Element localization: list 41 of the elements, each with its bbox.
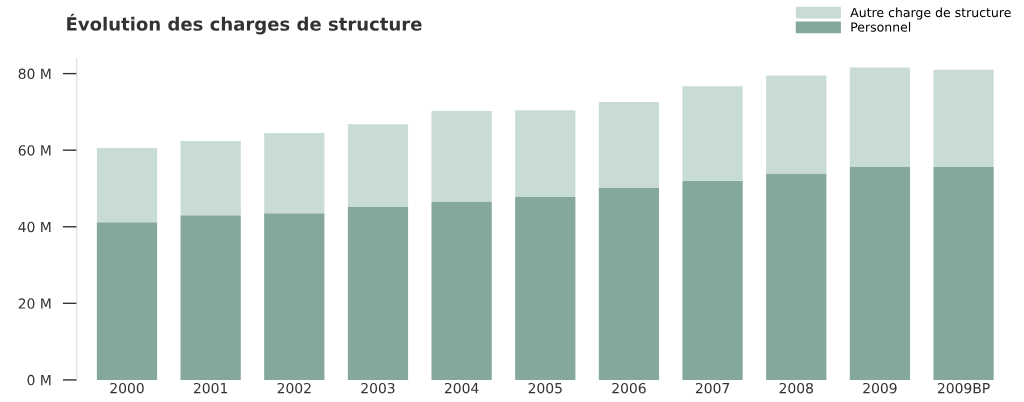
bar [933, 69, 994, 168]
bar [849, 167, 911, 380]
bar [766, 173, 827, 380]
y-tick-label: 0 M [27, 374, 51, 386]
bar [264, 132, 325, 214]
y-tick-label: 20 M [18, 298, 51, 309]
x-tick-label: 2002 [277, 382, 311, 394]
y-tick-label: 80 M [18, 68, 51, 80]
y-tick-label: 60 M [18, 145, 51, 156]
bar [180, 140, 241, 216]
bar [515, 110, 576, 197]
x-tick-label: 2009 [863, 382, 897, 394]
legend-label: Autre charge de structure [850, 7, 1011, 20]
bar [347, 124, 409, 207]
x-tick-label: 2000 [110, 382, 144, 394]
bar [431, 111, 492, 202]
x-tick-label: 2003 [361, 382, 395, 394]
x-tick-label: 2001 [194, 382, 228, 394]
bar [347, 206, 409, 380]
bar [96, 147, 158, 223]
bar [766, 75, 827, 174]
chart-title: Évolution des charges de structure [67, 13, 422, 35]
y-tick-label: 40 M [18, 221, 51, 233]
bar [180, 215, 241, 380]
x-tick-label: 2008 [779, 382, 813, 394]
bar [96, 222, 158, 380]
bar [682, 180, 743, 380]
bar [264, 213, 325, 380]
bar [849, 67, 911, 168]
x-tick-label: 2006 [612, 382, 646, 394]
bar [598, 188, 660, 380]
x-tick-label: 2007 [695, 382, 730, 394]
bar [682, 86, 743, 181]
legend-label: Personnel [851, 22, 911, 32]
x-tick-label: 2004 [444, 382, 479, 394]
x-tick-label: 2009BP [937, 382, 990, 394]
bar [598, 101, 660, 189]
bar [515, 196, 576, 380]
bar [933, 167, 994, 380]
bar [431, 201, 492, 380]
x-tick-label: 2005 [528, 382, 562, 394]
